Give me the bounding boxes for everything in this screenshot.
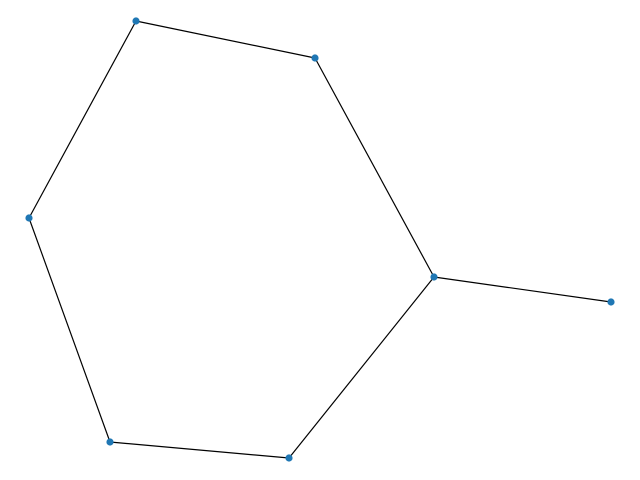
graph-edge-n2-n3: [28, 217, 111, 443]
graph-node-n0: [132, 17, 140, 25]
graph-edge-n0-n1: [135, 20, 316, 59]
graph-node-n4: [285, 454, 293, 462]
graph-edge-n5-n6: [433, 276, 612, 303]
graph-node-n6: [607, 298, 615, 306]
edges-layer: [28, 20, 612, 459]
graph-edge-n4-n5: [288, 276, 435, 459]
graph-edge-n0-n2: [28, 20, 137, 219]
graph-node-n1: [311, 54, 319, 62]
graph-edge-n5-n1: [314, 57, 435, 278]
nodes-layer: [25, 17, 615, 462]
graph-node-n5: [430, 273, 438, 281]
graph-node-n2: [25, 214, 33, 222]
graph-node-n3: [106, 438, 114, 446]
graph-edge-n3-n4: [109, 441, 290, 459]
